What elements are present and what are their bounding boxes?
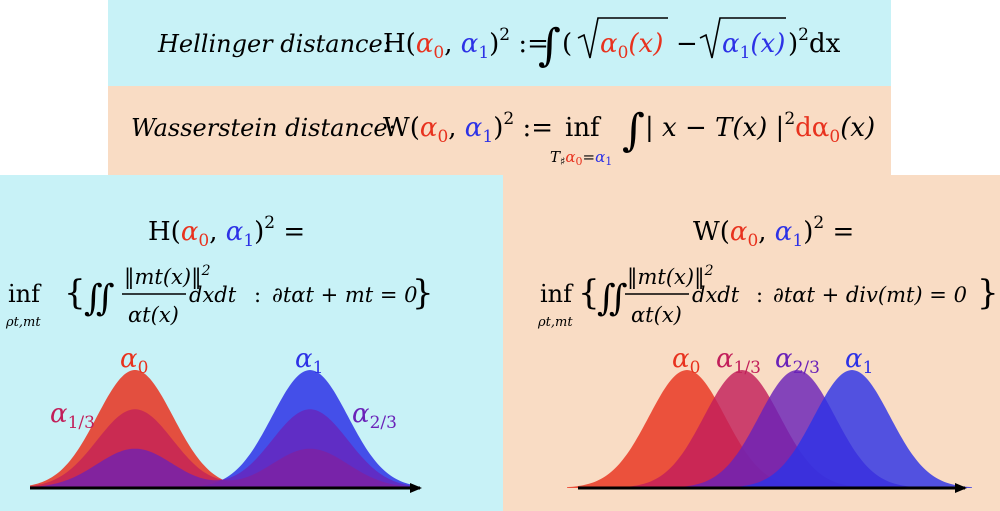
right-formula-lhs: W(α0, α1)2 = <box>693 213 854 251</box>
wasserstein-lhs: W(α0, α1)2 := <box>383 109 553 147</box>
hellinger-definition: Hellinger distance: H(α0, α1)2 := ∫ ( α0… <box>157 17 841 71</box>
left-rbrace: } <box>412 273 434 313</box>
left-lbrace: { <box>64 273 86 313</box>
left-denominator: αt(x) <box>128 303 179 327</box>
right-lbrace: { <box>578 273 600 313</box>
hellinger-name: Hellinger distance: <box>157 30 391 58</box>
left-iint: ∬ <box>84 278 115 319</box>
sqrt-sign-1 <box>699 17 786 59</box>
hellinger-open-paren: ( <box>562 29 572 59</box>
sqrt-content-0: α0(x) <box>600 29 663 63</box>
left-dynamic-formula: H(α0, α1)2 = inf ρt,mt { ∬ ‖mt(x)‖2 αt(x… <box>5 213 434 330</box>
hellinger-integral: ∫ <box>538 20 561 71</box>
right-dynamic-formula: W(α0, α1)2 = inf ρt,mt { ∬ ‖mt(x)‖2 αt(x… <box>537 213 999 330</box>
left-inf-subscript: ρt,mt <box>5 315 41 330</box>
left-constraint: ∂tαt + mt = 0 <box>272 283 418 307</box>
right-label-alpha0: α0 <box>672 344 700 378</box>
wasserstein-definition: Wasserstein distance: W(α0, α1)2 := inf … <box>131 105 875 168</box>
wasserstein-integral: ∫ <box>622 105 645 156</box>
left-dxdt: dxdt <box>189 283 237 307</box>
left-curves <box>30 370 415 488</box>
left-label-alpha23: α2/3 <box>352 399 397 433</box>
left-label-alpha1: α1 <box>295 344 323 378</box>
hellinger-minus: − <box>676 29 698 59</box>
right-label-alpha1: α1 <box>845 344 873 378</box>
right-label-alpha23: α2/3 <box>775 344 820 378</box>
wasserstein-name: Wasserstein distance: <box>131 114 396 142</box>
hellinger-lhs: H(α0, α1)2 := <box>383 25 549 63</box>
left-label-alpha13: α1/3 <box>50 399 95 433</box>
right-constraint: ∂tαt + div(mt) = 0 <box>773 283 967 307</box>
right-iint: ∬ <box>597 278 628 319</box>
right-colon: : <box>756 283 763 307</box>
wasserstein-inf-subscript: T♯α0=α1 <box>550 148 612 168</box>
sqrt-sign-0 <box>577 17 668 59</box>
wasserstein-body: | x − T(x) |2dα0(x) <box>645 109 875 147</box>
right-inf-subscript: ρt,mt <box>537 315 573 330</box>
alpha1-right-curve <box>732 370 972 488</box>
hellinger-definition-panel <box>108 0 891 86</box>
right-label-alpha13: α1/3 <box>716 344 761 378</box>
alpha23-left-curve <box>30 409 415 488</box>
hellinger-tail: )2dx <box>788 25 841 59</box>
right-curves <box>567 370 972 488</box>
left-numerator: ‖mt(x)‖2 <box>124 263 211 290</box>
left-colon: : <box>254 283 261 307</box>
right-rbrace: } <box>977 273 999 313</box>
sqrt-content-1: α1(x) <box>722 29 785 63</box>
left-label-alpha0: α0 <box>120 344 148 378</box>
wasserstein-inf: inf <box>565 113 602 143</box>
wasserstein-definition-panel <box>108 86 891 175</box>
right-numerator: ‖mt(x)‖2 <box>627 263 714 290</box>
left-formula-lhs: H(α0, α1)2 = <box>148 213 305 251</box>
right-inf: inf <box>540 280 574 308</box>
left-inf: inf <box>8 280 42 308</box>
right-denominator: αt(x) <box>631 303 682 327</box>
right-dxdt: dxdt <box>692 283 740 307</box>
